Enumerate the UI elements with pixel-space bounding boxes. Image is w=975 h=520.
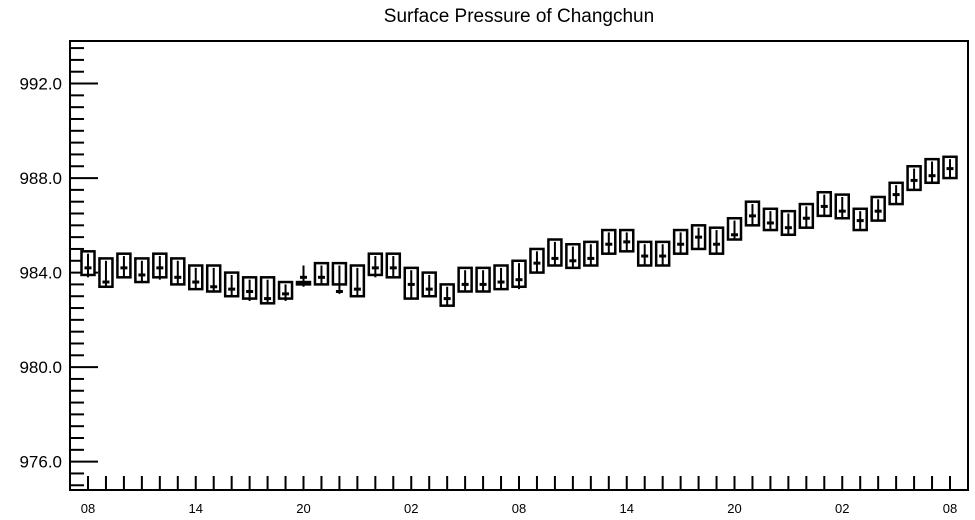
box-plot: [457, 266, 473, 293]
box-plot: [834, 193, 850, 220]
box-plot: [98, 257, 114, 289]
box-plot: [439, 283, 455, 307]
x-tick-label: 02: [404, 501, 418, 516]
y-tick-label: 988.0: [19, 169, 62, 188]
box-plot: [888, 181, 904, 206]
box-plot: [493, 264, 509, 291]
box-plot: [601, 228, 617, 255]
box-plot: [780, 209, 797, 237]
box-plot: [475, 266, 491, 293]
x-tick-label: 08: [512, 501, 526, 516]
box-plot: [529, 247, 545, 274]
box-plot: [744, 200, 761, 227]
box-plot: [241, 276, 258, 301]
box-plot: [421, 271, 437, 298]
box-plot: [672, 228, 689, 255]
box-plot: [798, 202, 815, 229]
box-series: [80, 155, 958, 307]
box-plot: [116, 252, 132, 279]
box-plot: [942, 155, 958, 180]
x-tick-label: 20: [727, 501, 741, 516]
y-tick-label: 976.0: [19, 453, 62, 472]
box-plot: [924, 157, 940, 185]
y-tick-label: 980.0: [19, 358, 62, 377]
box-plot: [223, 271, 240, 298]
box-plot: [170, 257, 186, 286]
x-axis: 08 14 20 02 08 14 20 02 08: [81, 476, 957, 516]
box-plot: [619, 228, 635, 253]
box-plot: [259, 276, 276, 305]
y-tick-label: 992.0: [19, 75, 62, 94]
box-plot: [511, 259, 527, 290]
box-plot: [906, 164, 922, 192]
box-plot: [277, 280, 294, 301]
box-plot: [565, 242, 581, 270]
x-tick-label: 02: [835, 501, 849, 516]
box-plot: [152, 252, 168, 280]
chart-title: Surface Pressure of Changchun: [384, 6, 654, 27]
box-plot: [726, 216, 743, 241]
box-plot: [816, 190, 833, 218]
box-plot: [385, 252, 402, 279]
box-plot: [295, 265, 312, 287]
x-tick-label: 08: [943, 501, 957, 516]
y-axis: 976.0 980.0 984.0 988.0 992.0: [19, 47, 98, 487]
x-tick-label: 08: [81, 501, 95, 516]
box-plot: [205, 264, 222, 293]
box-plot: [367, 252, 384, 278]
box-plot: [134, 257, 150, 284]
box-plot: [654, 240, 671, 267]
box-plot: [331, 261, 348, 294]
y-tick-label: 984.0: [19, 264, 62, 283]
box-plot: [852, 207, 868, 232]
box-plot: [80, 250, 96, 278]
box-plot: [690, 224, 707, 251]
x-tick-label: 14: [620, 501, 634, 516]
box-plot: [313, 261, 330, 286]
box-plot: [403, 266, 419, 300]
box-plot: [636, 240, 653, 267]
box-plot: [583, 240, 599, 267]
box-plot: [708, 226, 725, 255]
box-plot: [188, 264, 204, 291]
box-plot: [870, 195, 886, 222]
box-plot: [762, 207, 779, 232]
box-plot: [349, 264, 366, 298]
box-plot: [547, 238, 563, 267]
x-tick-label: 20: [296, 501, 310, 516]
x-tick-label: 14: [189, 501, 203, 516]
